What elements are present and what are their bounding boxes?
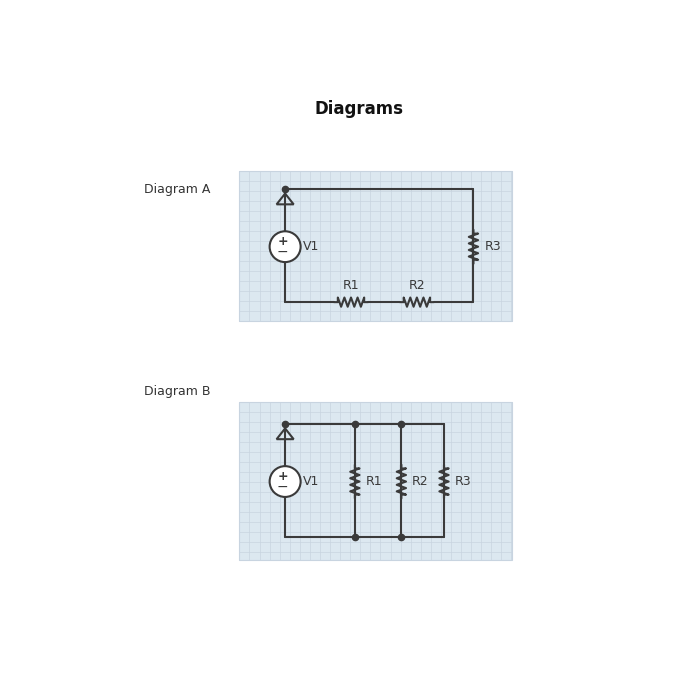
- Text: V1: V1: [303, 475, 319, 488]
- Text: Diagram A: Diagram A: [144, 183, 211, 196]
- Bar: [239, 402, 512, 560]
- Circle shape: [270, 232, 300, 262]
- Text: Diagrams: Diagrams: [314, 100, 403, 118]
- Text: R2: R2: [412, 475, 429, 488]
- Text: R2: R2: [409, 279, 425, 292]
- Text: V1: V1: [303, 240, 319, 253]
- Text: +: +: [277, 235, 288, 248]
- Bar: [239, 172, 512, 321]
- Text: +: +: [277, 470, 288, 483]
- Text: R1: R1: [365, 475, 382, 488]
- Text: −: −: [277, 480, 288, 494]
- Circle shape: [270, 466, 300, 497]
- Text: Diagram B: Diagram B: [144, 385, 211, 398]
- Text: R3: R3: [455, 475, 472, 488]
- Text: R1: R1: [343, 279, 359, 292]
- Text: −: −: [277, 245, 288, 259]
- Text: R3: R3: [484, 240, 501, 253]
